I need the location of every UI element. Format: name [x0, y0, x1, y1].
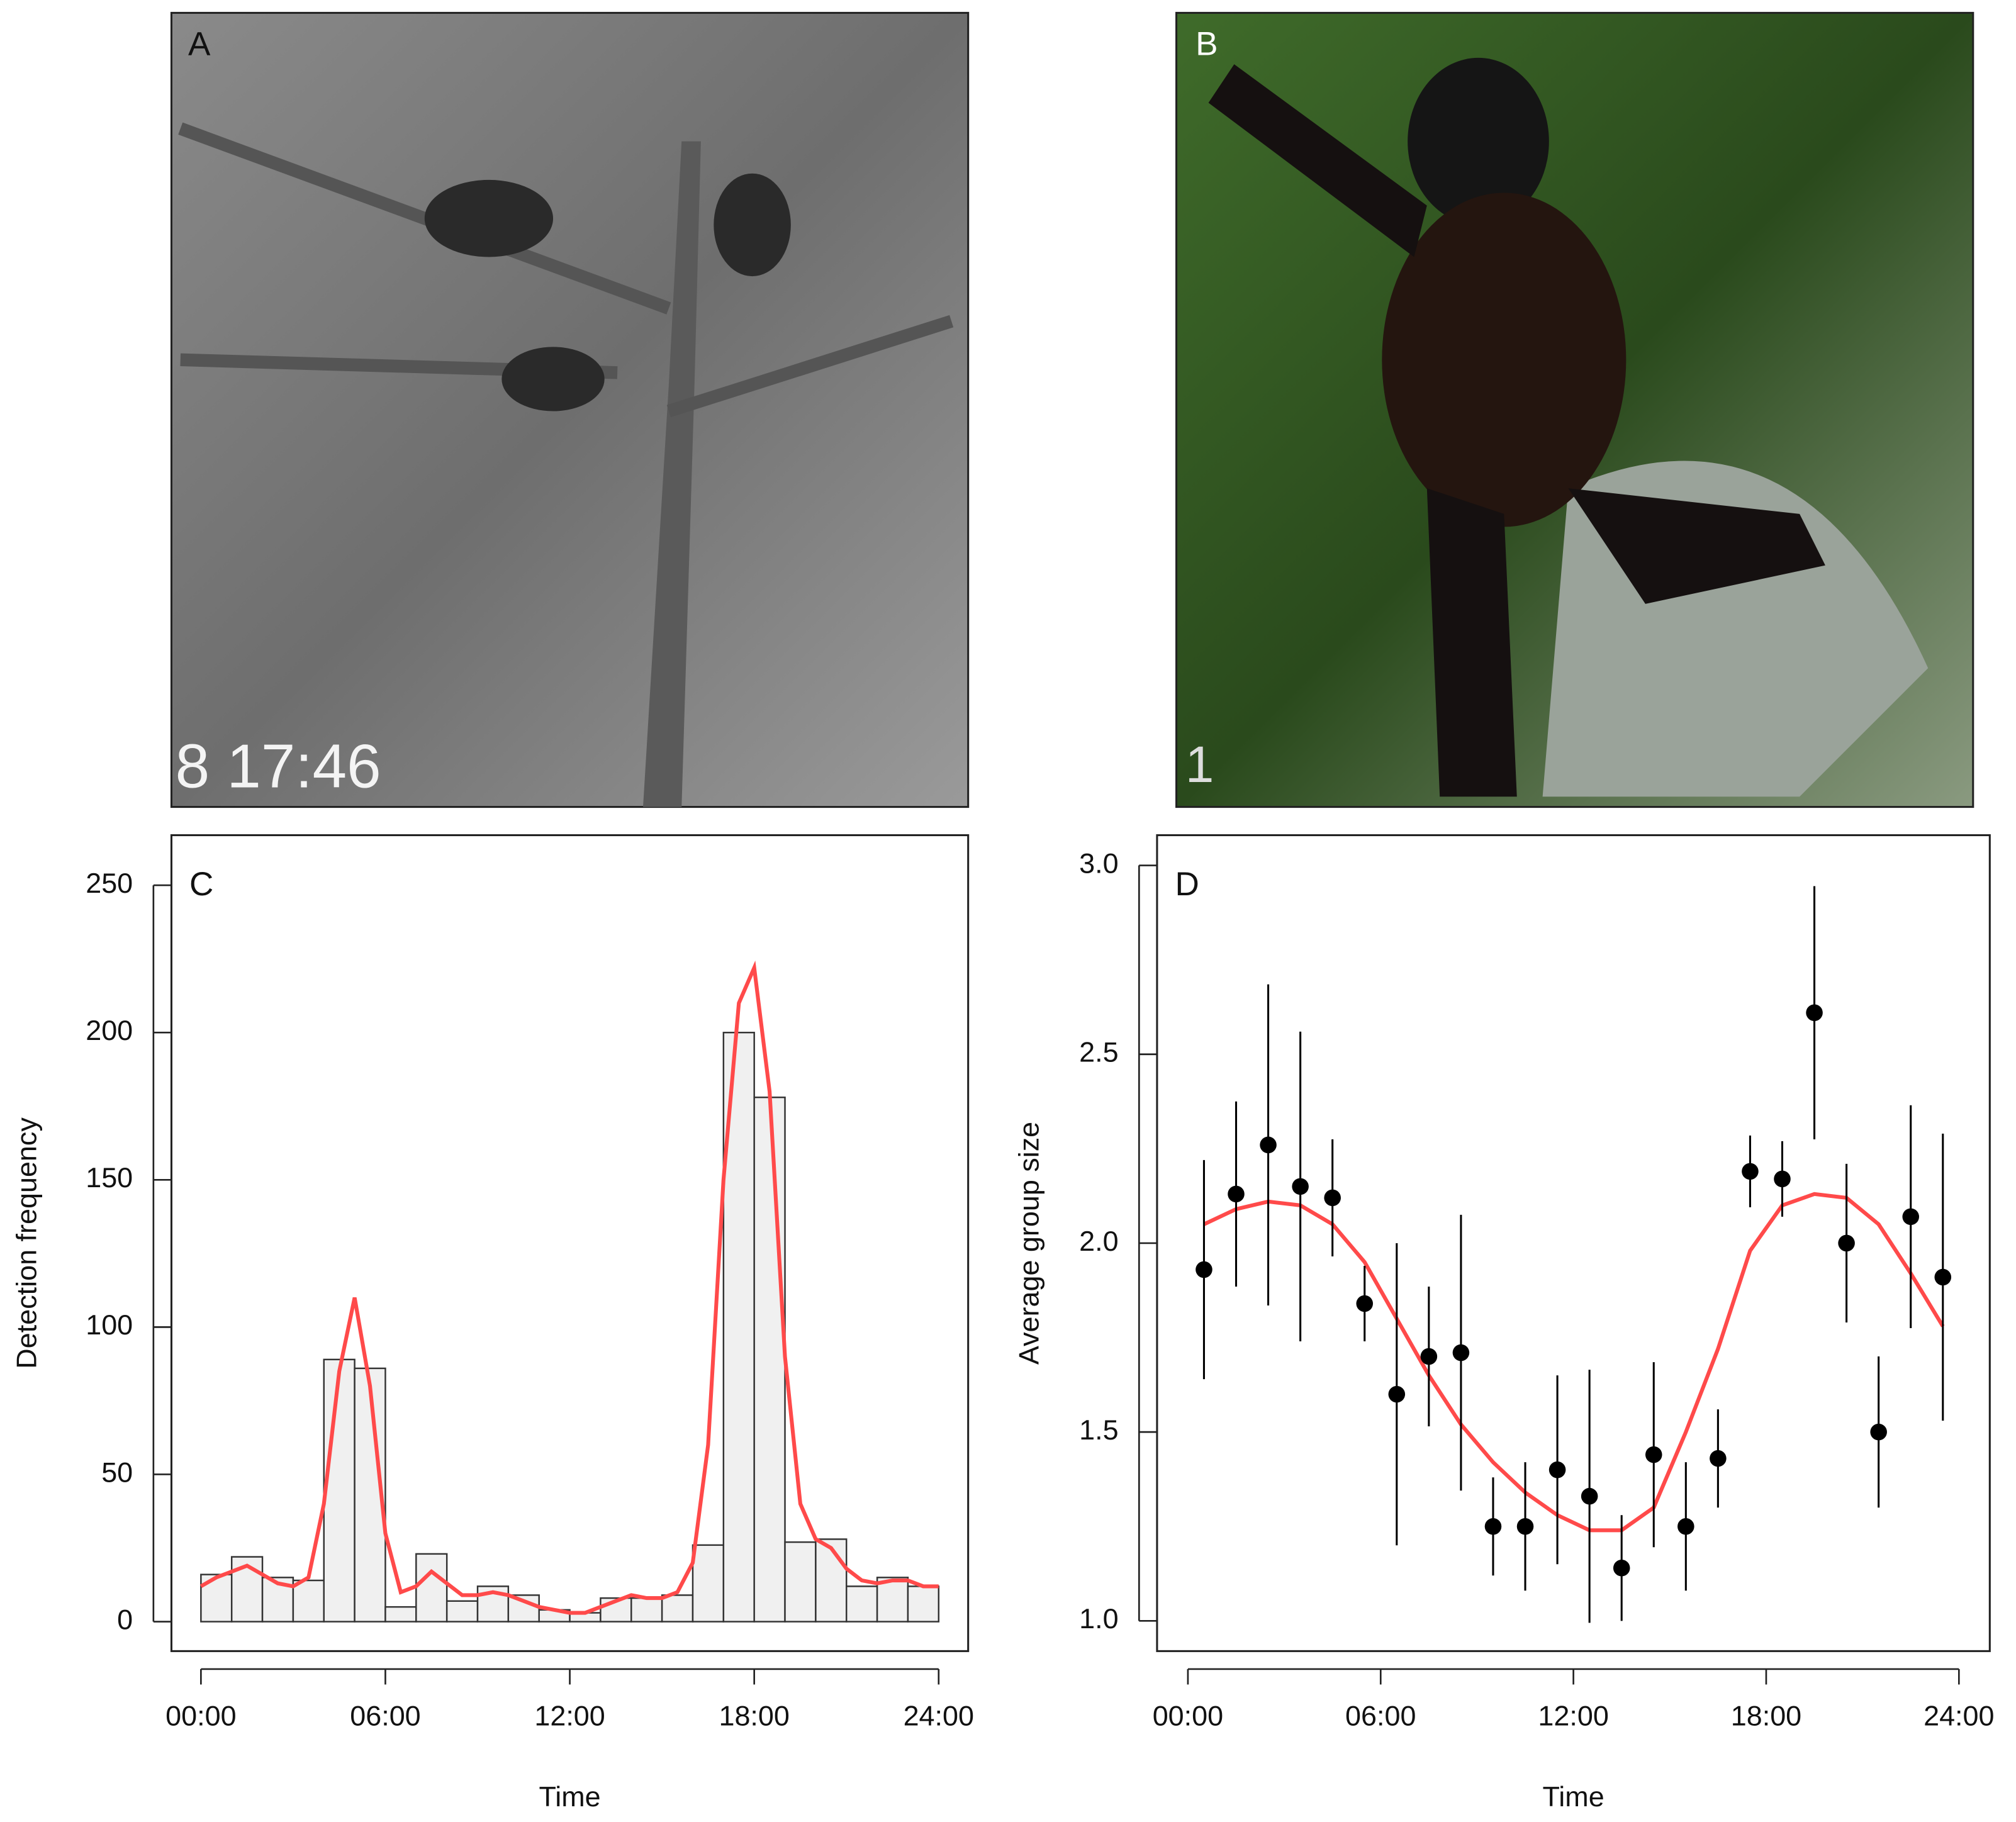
chart: C 0 50 100 150 200 250 00:00 06:00 12:00 18:00 24:0…: [11, 834, 974, 1813]
y-tick-label: 200: [86, 1014, 133, 1046]
plot-frame: [170, 834, 970, 1652]
bar: [292, 1579, 325, 1623]
photo-frame: [170, 11, 970, 808]
photo-b: B 1: [1175, 11, 1974, 808]
bar: [415, 1553, 448, 1623]
bar: [846, 1585, 878, 1623]
x-tick-label: 24:00: [904, 1699, 974, 1731]
point: [1838, 1234, 1855, 1252]
bar: [323, 1358, 356, 1623]
x-tick-label: 00:00: [165, 1699, 236, 1731]
y-tick-label: 100: [86, 1309, 133, 1341]
y-tick-label: 50: [101, 1456, 133, 1488]
point: [1292, 1178, 1309, 1195]
bar: [445, 1600, 479, 1623]
point: [1356, 1295, 1374, 1312]
y-tick-label: 150: [86, 1161, 133, 1193]
point: [1677, 1517, 1694, 1535]
y-tick-label: 2.5: [1079, 1036, 1118, 1068]
point: [1806, 1004, 1823, 1021]
x-tick-label: 06:00: [1345, 1699, 1416, 1731]
point: [1452, 1344, 1470, 1361]
point: [1484, 1517, 1502, 1535]
photo-a: A 8 17:46: [170, 11, 970, 808]
point: [1581, 1487, 1598, 1505]
bar: [661, 1594, 694, 1623]
chart: D 1.0 1.5 2.0 2.5 3.0 00:00 06:00 12:00 18:00 24:0…: [1013, 834, 1995, 1813]
x-tick-label: 18:00: [1731, 1699, 1801, 1731]
bonobo-body: [1382, 193, 1627, 527]
bar: [784, 1541, 817, 1623]
point: [1196, 1261, 1212, 1278]
bonobo-limbs: [1208, 64, 1825, 797]
point: [1774, 1170, 1791, 1188]
y-tick-label: 1.5: [1079, 1414, 1118, 1446]
bar: [384, 1606, 417, 1623]
panel-label: B: [1196, 26, 1218, 63]
y-axis-title: Average group size: [1013, 1122, 1045, 1365]
bar: [630, 1597, 663, 1623]
y-axis-title: Detection frequency: [11, 1117, 43, 1369]
panel-label: C: [189, 866, 213, 903]
point: [1324, 1189, 1341, 1207]
y-tick-label: 0: [117, 1603, 133, 1635]
point: [1388, 1385, 1406, 1403]
x-tick-label: 06:00: [350, 1699, 420, 1731]
point: [1742, 1163, 1759, 1180]
x-tick-label: 12:00: [534, 1699, 605, 1731]
point: [1870, 1423, 1887, 1441]
x-tick-label: 12:00: [1538, 1699, 1608, 1731]
y-tick-label: 2.0: [1079, 1225, 1118, 1257]
panel-label: D: [1175, 866, 1199, 903]
bonobo-head: [1408, 57, 1549, 225]
point: [1420, 1348, 1438, 1365]
monkey: [424, 179, 554, 257]
bar: [753, 1096, 786, 1623]
point: [1902, 1208, 1919, 1226]
x-axis-title: Time: [1543, 1780, 1604, 1813]
monkey: [714, 173, 791, 277]
curve: [199, 960, 939, 1615]
y-tick-label: 250: [86, 867, 133, 899]
point: [1260, 1136, 1277, 1154]
y-tick-label: 3.0: [1079, 847, 1118, 879]
bar: [354, 1367, 386, 1623]
point: [1228, 1185, 1245, 1203]
curve: [1203, 1192, 1945, 1533]
point: [1710, 1450, 1727, 1467]
x-axis-title: Time: [539, 1780, 600, 1813]
y-tick-label: 1.0: [1079, 1602, 1118, 1635]
point: [1548, 1461, 1566, 1478]
bar: [815, 1538, 848, 1623]
point: [1934, 1268, 1952, 1286]
tree-trunk: [642, 141, 701, 807]
panel-label: A: [188, 26, 211, 63]
photo-overlay: 8 17:46: [176, 731, 381, 800]
photo-overlay: 1: [1185, 736, 1214, 793]
plot-frame: [1156, 834, 1991, 1652]
x-tick-label: 00:00: [1153, 1699, 1223, 1731]
point: [1613, 1560, 1630, 1577]
bar: [907, 1585, 940, 1623]
bar: [507, 1594, 540, 1623]
monkey: [501, 347, 605, 411]
x-tick-label: 18:00: [719, 1699, 789, 1731]
x-tick-label: 24:00: [1924, 1699, 1994, 1731]
point: [1645, 1446, 1662, 1463]
bar: [692, 1544, 725, 1623]
point: [1516, 1517, 1534, 1535]
